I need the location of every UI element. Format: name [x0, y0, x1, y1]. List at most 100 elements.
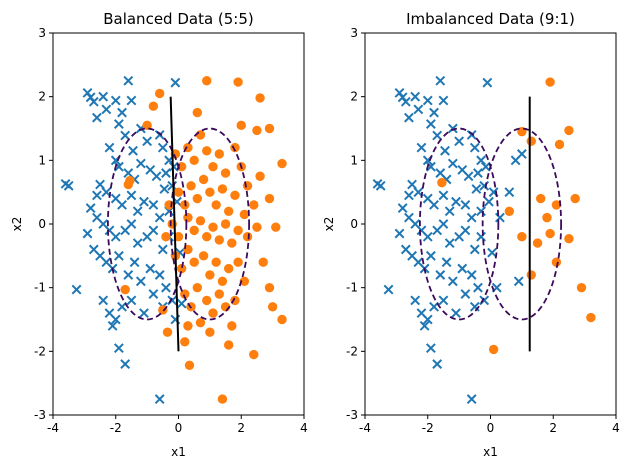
scatter-point-x	[451, 196, 461, 207]
scatter-point-x	[126, 190, 137, 201]
scatter-point-x	[438, 295, 449, 306]
scatter-point-x	[128, 145, 138, 156]
y-axis-label: x2	[10, 217, 24, 232]
scatter-point-o	[195, 317, 206, 328]
scatter-point-x	[132, 238, 143, 249]
scatter-point-o	[189, 257, 199, 267]
gaussian-contour-ellipse	[481, 127, 562, 321]
scatter-point-x	[63, 180, 74, 191]
scatter-point-o	[239, 209, 250, 220]
scatter-point-x	[154, 212, 165, 223]
scatter-point-o	[224, 340, 234, 350]
scatter-point-o	[564, 125, 574, 136]
y-tick-label: -1	[346, 281, 358, 295]
scatter-point-o	[277, 158, 287, 169]
plot-marks	[60, 75, 287, 404]
scatter-point-x	[71, 284, 82, 295]
scatter-point-x	[447, 123, 458, 134]
y-tick-label: 2	[38, 90, 46, 104]
y-tick-label: 0	[38, 217, 46, 231]
scatter-point-x	[476, 155, 486, 166]
gaussian-contour-ellipse	[169, 127, 250, 321]
scatter-point-o	[224, 206, 234, 216]
scatter-point-x	[151, 171, 162, 182]
scatter-point-o	[255, 93, 265, 103]
scatter-point-x	[460, 199, 471, 210]
scatter-point-o	[437, 177, 447, 188]
axis-ticks: -4 -2 0 2 4 -3 -2 -1 0 1 2 3	[34, 26, 308, 435]
scatter-point-x	[397, 203, 408, 213]
scatter-point-x	[466, 270, 477, 280]
scatter-point-x	[425, 119, 436, 129]
scatter-point-o	[120, 284, 130, 295]
scatter-point-o	[154, 88, 165, 99]
scatter-point-x	[110, 95, 121, 106]
scatter-point-o	[173, 232, 184, 242]
scatter-point-o	[142, 120, 152, 131]
scatter-point-o	[211, 200, 221, 210]
scatter-point-x	[120, 359, 131, 369]
scatter-point-x	[126, 295, 137, 306]
scatter-point-o	[198, 174, 209, 185]
scatter-point-o	[125, 176, 135, 186]
scatter-point-o	[545, 77, 555, 87]
plot-marks	[372, 75, 596, 404]
scatter-point-o	[526, 270, 536, 280]
scatter-point-o	[217, 394, 228, 404]
scatter-point-o	[184, 360, 195, 371]
scatter-point-o	[173, 187, 184, 197]
scatter-point-o	[195, 130, 206, 140]
scatter-point-o	[202, 146, 212, 156]
scatter-point-x	[435, 75, 446, 86]
scatter-point-x	[466, 129, 477, 140]
scatter-point-x	[104, 142, 115, 153]
scatter-point-x	[482, 77, 493, 88]
scatter-point-o	[192, 193, 203, 204]
scatter-point-x	[92, 112, 102, 123]
x-tick-label: -2	[110, 421, 122, 435]
scatter-point-o	[189, 225, 199, 236]
scatter-point-x	[404, 190, 414, 201]
scatter-point-x	[413, 104, 424, 115]
scatter-point-x	[469, 142, 480, 153]
x-tick-label: -2	[422, 421, 434, 435]
scatter-point-x	[429, 107, 439, 118]
scatter-point-o	[277, 314, 287, 325]
scatter-point-o	[242, 181, 253, 191]
y-axis-label: x2	[322, 217, 336, 232]
scatter-point-o	[264, 193, 275, 204]
scatter-point-x	[425, 250, 436, 261]
scatter-point-o	[233, 77, 243, 87]
y-tick-label: -2	[34, 344, 46, 358]
x-axis-label: x1	[171, 445, 186, 459]
scatter-point-x	[126, 95, 137, 106]
scatter-point-o	[239, 276, 250, 286]
scatter-point-o	[189, 155, 199, 166]
scatter-point-o	[205, 270, 215, 280]
scatter-point-o	[205, 187, 215, 197]
scatter-point-o	[205, 327, 215, 337]
scatter-point-o	[267, 302, 278, 312]
scatter-point-x	[400, 96, 411, 107]
scatter-point-o	[162, 327, 173, 337]
y-tick-label: -3	[34, 408, 46, 422]
scatter-point-o	[217, 276, 228, 286]
scatter-point-x	[460, 289, 471, 299]
scatter-point-o	[192, 282, 203, 293]
scatter-point-x	[135, 158, 146, 169]
scatter-point-o	[202, 295, 212, 306]
x-tick-label: 4	[300, 421, 308, 435]
scatter-point-o	[227, 321, 237, 331]
scatter-point-o	[176, 263, 187, 274]
scatter-point-o	[230, 142, 240, 153]
scatter-point-o	[236, 120, 246, 131]
scatter-point-o	[271, 222, 281, 232]
scatter-point-x	[139, 308, 149, 319]
scatter-point-o	[214, 149, 224, 159]
scatter-point-o	[576, 282, 587, 293]
scatter-point-o	[564, 233, 574, 244]
scatter-point-o	[217, 184, 228, 194]
scatter-point-x	[383, 284, 394, 295]
x-tick-label: 2	[237, 421, 245, 435]
scatter-point-x	[516, 149, 527, 159]
